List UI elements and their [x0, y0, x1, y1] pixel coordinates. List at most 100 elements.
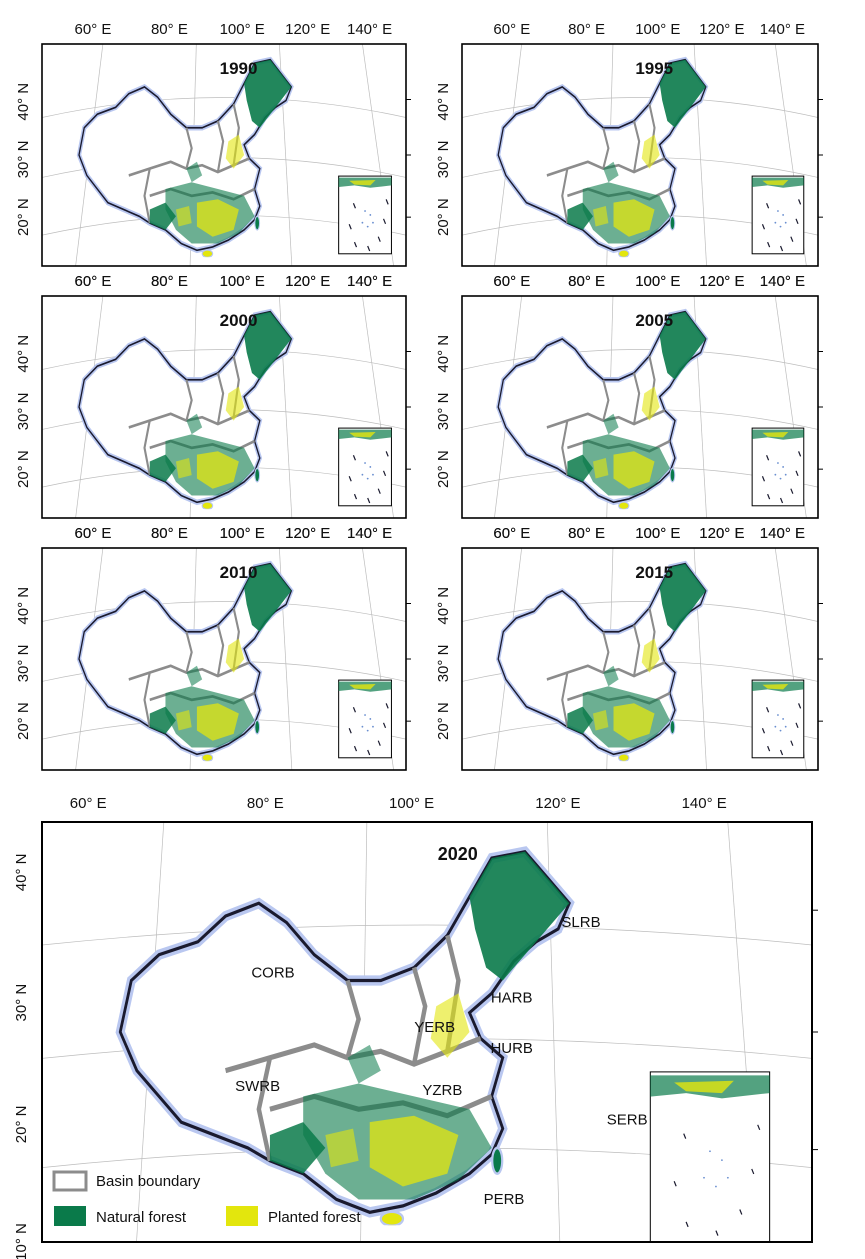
- longitude-label: 140° E: [347, 273, 392, 290]
- longitude-label: 120° E: [699, 525, 744, 542]
- latitude-label: 20° N: [435, 702, 452, 740]
- latitude-label: 20° N: [435, 198, 452, 236]
- legend-natural-swatch: [54, 1206, 86, 1226]
- map-panel-1995: 1995 60° E 80° E 100° E 120° E 140° E 60° E 80°…: [435, 21, 823, 290]
- longitude-label: 120° E: [285, 273, 330, 290]
- south-china-sea-inset: [338, 175, 392, 255]
- south-china-sea-inset: [338, 427, 392, 507]
- map-panel-2005: 2005 60° E 80° E 100° E 120° E 140° E 60° E 80°…: [435, 273, 823, 542]
- longitude-label-bottom: 100° E: [635, 273, 680, 290]
- legend-basin-label: Basin boundary: [96, 1173, 201, 1190]
- south-china-sea-inset: [649, 1071, 771, 1242]
- year-title: 2015: [635, 563, 673, 582]
- latitude-label: 20° N: [435, 450, 452, 488]
- longitude-label-bottom: 120° E: [285, 273, 330, 290]
- legend-basin-swatch: [52, 1170, 88, 1192]
- longitude-label: 140° E: [347, 525, 392, 542]
- longitude-label-bottom: 80° E: [151, 525, 188, 542]
- longitude-label-bottom: 80° E: [568, 273, 605, 290]
- longitude-label: 140° E: [760, 273, 805, 290]
- longitude-label: 100° E: [220, 21, 265, 38]
- latitude-label: 30° N: [15, 645, 32, 683]
- longitude-label: 80° E: [568, 21, 605, 38]
- longitude-label-bottom: 120° E: [699, 525, 744, 542]
- longitude-label: 120° E: [285, 21, 330, 38]
- latitude-label: 30° N: [15, 141, 32, 179]
- longitude-label-bottom: 140° E: [760, 273, 805, 290]
- south-china-sea-inset: [751, 175, 805, 255]
- latitude-label: 40° N: [15, 83, 32, 121]
- longitude-label: 80° E: [151, 525, 188, 542]
- longitude-label: 60° E: [70, 795, 107, 812]
- longitude-label: 140° E: [760, 21, 805, 38]
- basin-label-perb: PERB: [484, 1191, 525, 1208]
- longitude-label: 140° E: [682, 795, 727, 812]
- latitude-label: 20° N: [15, 702, 32, 740]
- longitude-label: 80° E: [568, 273, 605, 290]
- legend-natural-label: Natural forest: [96, 1209, 187, 1226]
- longitude-label: 100° E: [389, 795, 434, 812]
- longitude-label: 80° E: [151, 273, 188, 290]
- longitude-label: 120° E: [535, 795, 580, 812]
- basin-label-harb: HARB: [491, 990, 533, 1007]
- latitude-label: 40° N: [15, 335, 32, 373]
- south-china-sea-inset: [751, 679, 805, 759]
- longitude-label: 80° E: [247, 795, 284, 812]
- basin-label-yzrb: YZRB: [422, 1082, 462, 1099]
- basin-label-hurb: HURB: [490, 1040, 533, 1057]
- longitude-label: 120° E: [699, 21, 744, 38]
- legend: Basin boundary Natural forest Planted fore…: [52, 1170, 361, 1226]
- latitude-label: 20° N: [15, 450, 32, 488]
- longitude-label-bottom: 60° E: [493, 525, 530, 542]
- longitude-label: 60° E: [75, 21, 112, 38]
- map-panel-2015: 2015 60° E 80° E 100° E 120° E 140° E 40° N 30°…: [435, 525, 823, 771]
- year-title: 1995: [635, 59, 673, 78]
- latitude-label: 30° N: [435, 645, 452, 683]
- longitude-label: 140° E: [347, 21, 392, 38]
- longitude-label: 60° E: [75, 525, 112, 542]
- map-panel-2010: 2010 60° E 80° E 100° E 120° E 140° E 40° N 30°…: [15, 525, 411, 771]
- latitude-label: 40° N: [435, 335, 452, 373]
- longitude-label-bottom: 100° E: [220, 273, 265, 290]
- latitude-label: 40° N: [13, 854, 30, 892]
- map-panel-2000: 2000 60° E 80° E 100° E 120° E 140° E 60° E 80°…: [15, 273, 411, 542]
- year-title: 2000: [220, 311, 258, 330]
- south-china-sea-inset: [751, 427, 805, 507]
- latitude-label: 40° N: [435, 587, 452, 625]
- year-title: 2005: [635, 311, 673, 330]
- longitude-label: 80° E: [568, 525, 605, 542]
- basin-label-slrb: SLRB: [561, 914, 600, 931]
- basin-label-corb: CORB: [251, 964, 294, 981]
- map-panel-1990: 1990 60° E 80° E 100° E 120° E 140° E 60° E 80°…: [15, 21, 411, 290]
- year-title: 1990: [220, 59, 258, 78]
- latitude-label: 40° N: [435, 83, 452, 121]
- latitude-label: 30° N: [435, 393, 452, 431]
- longitude-label-bottom: 140° E: [347, 525, 392, 542]
- latitude-label: 30° N: [13, 984, 30, 1022]
- latitude-label: 40° N: [15, 587, 32, 625]
- longitude-label-bottom: 100° E: [220, 525, 265, 542]
- legend-planted-label: Planted forest: [268, 1209, 361, 1226]
- longitude-label: 100° E: [220, 525, 265, 542]
- year-title: 2020: [438, 844, 478, 864]
- longitude-label-bottom: 140° E: [347, 273, 392, 290]
- longitude-label-bottom: 140° E: [760, 525, 805, 542]
- longitude-label: 100° E: [635, 273, 680, 290]
- longitude-label: 100° E: [220, 273, 265, 290]
- longitude-label: 60° E: [75, 273, 112, 290]
- longitude-label: 80° E: [151, 21, 188, 38]
- longitude-label-bottom: 60° E: [75, 273, 112, 290]
- longitude-label: 100° E: [635, 21, 680, 38]
- longitude-label-bottom: 80° E: [568, 525, 605, 542]
- longitude-label: 120° E: [285, 525, 330, 542]
- longitude-label: 120° E: [699, 273, 744, 290]
- longitude-label: 100° E: [635, 525, 680, 542]
- longitude-label-bottom: 60° E: [75, 525, 112, 542]
- latitude-label: 30° N: [15, 393, 32, 431]
- basin-label-yerb: YERB: [414, 1019, 455, 1036]
- longitude-label: 60° E: [493, 273, 530, 290]
- longitude-label-bottom: 60° E: [493, 273, 530, 290]
- longitude-label: 60° E: [493, 21, 530, 38]
- longitude-label: 60° E: [493, 525, 530, 542]
